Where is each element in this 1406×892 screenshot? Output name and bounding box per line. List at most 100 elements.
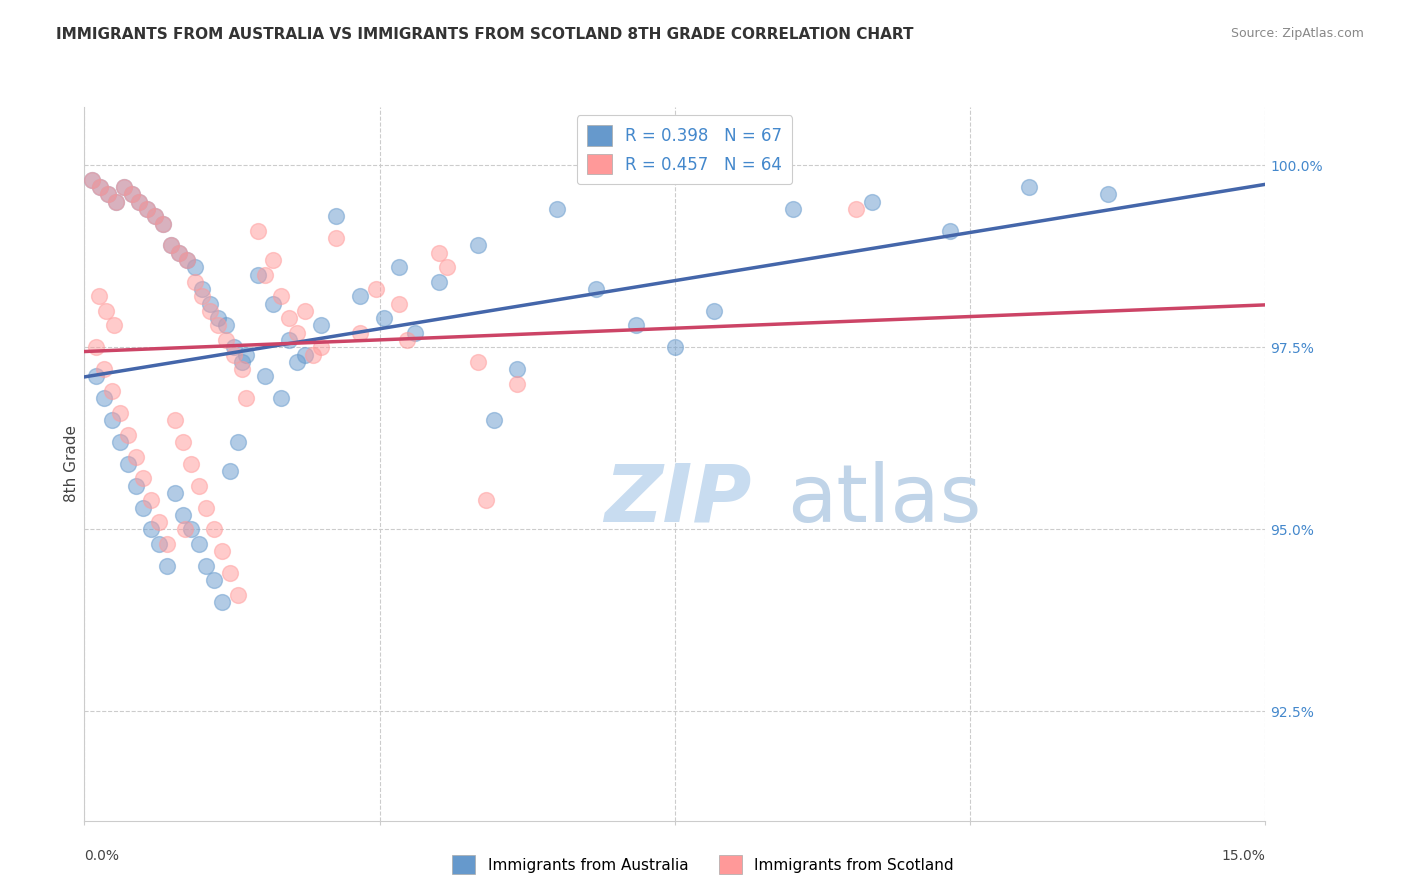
Point <box>124 450 146 464</box>
Point <box>325 209 347 223</box>
Point <box>136 202 159 216</box>
Point <box>278 333 301 347</box>
Point <box>117 457 139 471</box>
Point <box>222 340 245 354</box>
Point <box>388 260 411 275</box>
Point <box>124 478 146 492</box>
Point <box>202 574 225 588</box>
Point <box>187 537 209 551</box>
Point <box>467 238 489 252</box>
Point <box>1018 180 1040 194</box>
Point <box>939 224 962 238</box>
Point <box>301 348 323 362</box>
Point <box>309 318 332 333</box>
Point <box>226 435 249 450</box>
Point <box>506 376 529 391</box>
Point <box>87 289 110 303</box>
Point <box>160 238 183 252</box>
Point <box>195 500 218 515</box>
Text: IMMIGRANTS FROM AUSTRALIA VS IMMIGRANTS FROM SCOTLAND 8TH GRADE CORRELATION CHAR: IMMIGRANTS FROM AUSTRALIA VS IMMIGRANTS … <box>56 27 914 42</box>
Point <box>191 282 214 296</box>
Legend: R = 0.398   N = 67, R = 0.457   N = 64: R = 0.398 N = 67, R = 0.457 N = 64 <box>576 115 792 185</box>
Point <box>191 289 214 303</box>
Point <box>219 566 242 580</box>
Point <box>349 326 371 340</box>
Point <box>156 537 179 551</box>
Point <box>325 231 347 245</box>
Point <box>364 282 387 296</box>
Point <box>132 500 155 515</box>
Point <box>128 194 150 209</box>
Text: 15.0%: 15.0% <box>1222 849 1265 863</box>
Point <box>262 296 284 310</box>
Point <box>246 224 269 238</box>
Point <box>782 202 804 216</box>
Point <box>219 464 242 478</box>
Point <box>132 471 155 485</box>
Point <box>143 209 166 223</box>
Point <box>585 282 607 296</box>
Point <box>121 187 143 202</box>
Text: atlas: atlas <box>787 460 981 539</box>
Point <box>108 406 131 420</box>
Point <box>506 362 529 376</box>
Point <box>180 457 202 471</box>
Point <box>860 194 883 209</box>
Point <box>231 355 253 369</box>
Point <box>200 304 222 318</box>
Point <box>96 304 118 318</box>
Point <box>373 311 395 326</box>
Point <box>163 413 186 427</box>
Point <box>82 173 104 187</box>
Point <box>84 369 107 384</box>
Point <box>388 296 411 310</box>
Point <box>222 348 245 362</box>
Point <box>141 493 163 508</box>
Point <box>121 187 143 202</box>
Point <box>664 340 686 354</box>
Point <box>482 413 505 427</box>
Point <box>84 340 107 354</box>
Point <box>270 392 292 406</box>
Point <box>270 289 292 303</box>
Point <box>254 369 277 384</box>
Point <box>93 362 115 376</box>
Point <box>195 558 218 573</box>
Point <box>624 318 647 333</box>
Point <box>97 187 120 202</box>
Point <box>167 245 190 260</box>
Point <box>396 333 419 347</box>
Point <box>226 588 249 602</box>
Text: Source: ZipAtlas.com: Source: ZipAtlas.com <box>1230 27 1364 40</box>
Point <box>128 194 150 209</box>
Point <box>278 311 301 326</box>
Point <box>475 493 498 508</box>
Point <box>172 508 194 522</box>
Point <box>152 217 174 231</box>
Point <box>215 333 238 347</box>
Point <box>231 362 253 376</box>
Point <box>97 187 120 202</box>
Point <box>211 595 233 609</box>
Point <box>703 304 725 318</box>
Text: ZIP: ZIP <box>605 460 751 539</box>
Text: 0.0%: 0.0% <box>84 849 120 863</box>
Point <box>309 340 332 354</box>
Point <box>467 355 489 369</box>
Point <box>152 217 174 231</box>
Point <box>148 537 170 551</box>
Point <box>136 202 159 216</box>
Point <box>101 384 124 398</box>
Point <box>108 435 131 450</box>
Point <box>200 296 222 310</box>
Point <box>141 522 163 536</box>
Point <box>235 392 257 406</box>
Point <box>207 318 229 333</box>
Point <box>183 260 205 275</box>
Point <box>285 326 308 340</box>
Point <box>104 194 127 209</box>
Point <box>246 268 269 282</box>
Point <box>294 348 316 362</box>
Point <box>427 245 450 260</box>
Point <box>183 275 205 289</box>
